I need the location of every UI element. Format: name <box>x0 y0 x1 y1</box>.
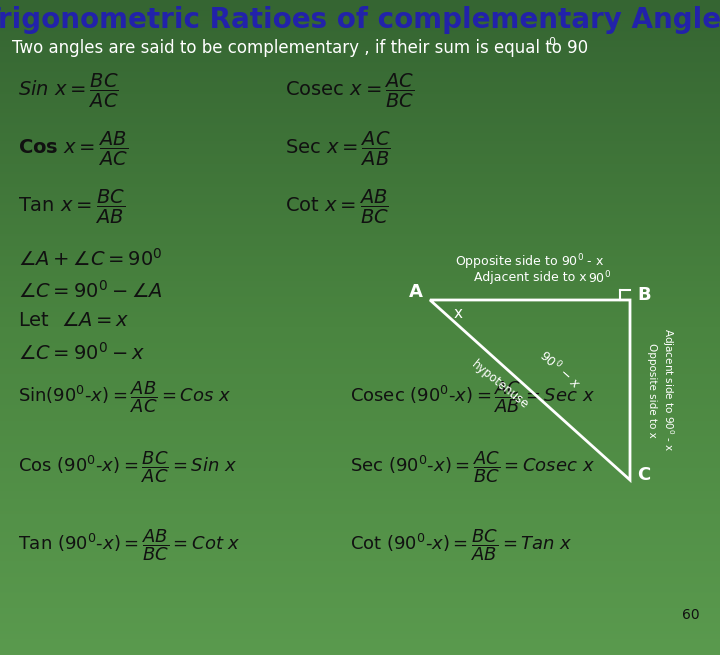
Text: Adjacent side to $90^0$ - x: Adjacent side to $90^0$ - x <box>660 328 676 452</box>
Text: $\angle A + \angle C = 90^0$: $\angle A + \angle C = 90^0$ <box>18 248 163 270</box>
Text: x: x <box>454 307 462 322</box>
Text: $\mathrm{Let}\ \ \angle A = x$: $\mathrm{Let}\ \ \angle A = x$ <box>18 312 130 331</box>
Text: Opposite side to x: Opposite side to x <box>647 343 657 438</box>
Text: $\mathrm{Cosec}\ (90^0\text{-}x) = \dfrac{AC}{AB} = \mathit{Sec}\ x$: $\mathrm{Cosec}\ (90^0\text{-}x) = \dfra… <box>350 379 595 415</box>
Text: $\angle C = 90^0 - \angle A$: $\angle C = 90^0 - \angle A$ <box>18 280 163 302</box>
Text: Adjacent side to x: Adjacent side to x <box>474 272 586 284</box>
Text: $\mathrm{Cot}\ (90^0\text{-}x) = \dfrac{BC}{AB} = \mathit{Tan}\ x$: $\mathrm{Cot}\ (90^0\text{-}x) = \dfrac{… <box>350 527 572 563</box>
Text: Two angles are said to be complementary , if their sum is equal to 90: Two angles are said to be complementary … <box>12 39 588 57</box>
Text: $\mathbf{Cos}\ x = \dfrac{AB}{AC}$: $\mathbf{Cos}\ x = \dfrac{AB}{AC}$ <box>18 130 128 168</box>
Text: Opposite side to $90^0$ - x: Opposite side to $90^0$ - x <box>455 252 605 272</box>
Text: $90^0$: $90^0$ <box>588 270 611 286</box>
Text: $\mathrm{Sec}\ (90^0\text{-}x) = \dfrac{AC}{BC} = \mathit{Cosec}\ x$: $\mathrm{Sec}\ (90^0\text{-}x) = \dfrac{… <box>350 449 595 485</box>
Text: $\mathrm{Cos}\ (90^0\text{-}x) = \dfrac{BC}{AC} = \mathit{Sin}\ x$: $\mathrm{Cos}\ (90^0\text{-}x) = \dfrac{… <box>18 449 238 485</box>
Text: C: C <box>637 466 651 484</box>
Text: 0: 0 <box>548 37 555 47</box>
Text: $\mathrm{Sec}\ x = \dfrac{AC}{AB}$: $\mathrm{Sec}\ x = \dfrac{AC}{AB}$ <box>285 130 391 168</box>
Text: Trigonometric Ratioes of complementary Angles: Trigonometric Ratioes of complementary A… <box>0 6 720 34</box>
Text: $\mathrm{Cosec}\ x = \dfrac{AC}{BC}$: $\mathrm{Cosec}\ x = \dfrac{AC}{BC}$ <box>285 72 414 110</box>
Text: 60: 60 <box>683 608 700 622</box>
Text: $\mathrm{Sin}(90^0\text{-}x) = \dfrac{AB}{AC} = \mathit{Cos}\ x$: $\mathrm{Sin}(90^0\text{-}x) = \dfrac{AB… <box>18 379 232 415</box>
Text: A: A <box>409 283 423 301</box>
Text: $\mathrm{Tan}\ x = \dfrac{BC}{AB}$: $\mathrm{Tan}\ x = \dfrac{BC}{AB}$ <box>18 188 125 226</box>
Text: $90^0\ \mathsf{-}\ x$: $90^0\ \mathsf{-}\ x$ <box>536 347 584 393</box>
Text: $\angle C = 90^0 - x$: $\angle C = 90^0 - x$ <box>18 342 145 364</box>
Text: B: B <box>637 286 651 304</box>
Text: hypotenuse: hypotenuse <box>469 358 531 412</box>
Text: $\mathrm{Tan}\ (90^0\text{-}x) = \dfrac{AB}{BC} = \mathit{Cot}\ x$: $\mathrm{Tan}\ (90^0\text{-}x) = \dfrac{… <box>18 527 240 563</box>
Text: $\mathrm{Cot}\ x = \dfrac{AB}{BC}$: $\mathrm{Cot}\ x = \dfrac{AB}{BC}$ <box>285 188 389 226</box>
Text: $\mathit{Sin}\ x = \dfrac{BC}{AC}$: $\mathit{Sin}\ x = \dfrac{BC}{AC}$ <box>18 72 119 110</box>
